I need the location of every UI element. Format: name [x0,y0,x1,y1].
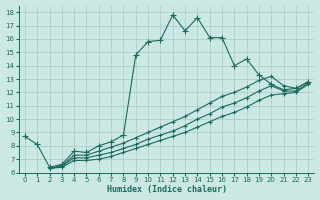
X-axis label: Humidex (Indice chaleur): Humidex (Indice chaleur) [107,185,227,194]
